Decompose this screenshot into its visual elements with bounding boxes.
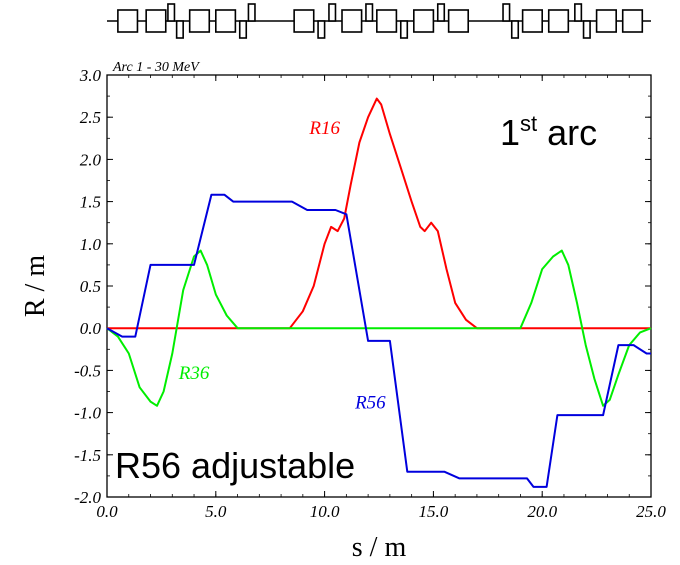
chart-subtitle: Arc 1 - 30 MeV — [112, 60, 200, 75]
lattice-quad-2 — [167, 3, 176, 22]
x-tick-label: 5.0 — [205, 502, 227, 521]
first-arc-superscript: st — [520, 111, 537, 136]
y-tick-label: 3.0 — [79, 66, 102, 85]
x-tick-label: 15.0 — [419, 502, 449, 521]
lattice-dipole-17 — [447, 9, 470, 33]
lattice-quad-22 — [574, 3, 583, 22]
first-arc-annotation: 1st arc — [500, 111, 597, 153]
lattice-dipole-0 — [117, 9, 139, 33]
lattice-dipole-24 — [595, 9, 617, 33]
y-tick-label: -1.0 — [74, 404, 101, 423]
lattice-dipole-1 — [145, 9, 167, 33]
lattice-diagram — [107, 3, 651, 39]
lattice-quad-9 — [317, 20, 326, 39]
y-tick-label: 2.0 — [80, 150, 102, 169]
first-arc-word: arc — [537, 112, 597, 153]
y-tick-label: -1.5 — [74, 446, 101, 465]
lattice-quad-3 — [175, 20, 184, 39]
lattice-dipole-5 — [215, 9, 237, 33]
r56-adjustable-annotation: R56 adjustable — [115, 445, 355, 486]
series-label-r16: R16 — [308, 118, 340, 139]
y-tick-label: 1.0 — [80, 235, 102, 254]
x-tick-label: 10.0 — [310, 502, 340, 521]
y-axis-title: R / m — [20, 255, 51, 317]
series-line-r56 — [106, 193, 651, 488]
y-tick-label: 0.0 — [80, 319, 102, 338]
lattice-quad-10 — [328, 3, 337, 22]
lattice-quad-7 — [247, 3, 256, 22]
first-arc-number: 1 — [500, 112, 520, 153]
lattice-quad-23 — [582, 20, 591, 39]
lattice-quad-14 — [399, 20, 409, 39]
series-label-r56: R56 — [354, 392, 386, 413]
lattice-quad-6 — [238, 20, 248, 39]
y-tick-label: -2.0 — [74, 488, 101, 507]
lattice-dipole-15 — [413, 9, 435, 33]
lattice-dipole-8 — [293, 9, 315, 33]
y-tick-label: 2.5 — [80, 108, 101, 127]
x-tick-label: 0.0 — [96, 502, 118, 521]
lattice-quad-16 — [436, 3, 446, 22]
x-tick-label: 25.0 — [636, 502, 666, 521]
series-line-r36 — [106, 249, 652, 407]
lattice-quad-12 — [365, 3, 374, 22]
x-axis-title: s / m — [352, 532, 407, 563]
lattice-dipole-20 — [521, 9, 544, 33]
series-line-r16 — [107, 97, 651, 330]
lattice-dipole-11 — [341, 9, 363, 33]
lattice-dipole-21 — [547, 9, 570, 33]
lattice-dipole-4 — [188, 9, 211, 33]
x-tick-label: 20.0 — [527, 502, 557, 521]
lattice-quad-18 — [502, 3, 511, 22]
lattice-dipole-13 — [376, 9, 398, 33]
y-tick-label: -0.5 — [74, 361, 101, 380]
y-tick-label: 0.5 — [80, 277, 101, 296]
lattice-quad-19 — [510, 20, 520, 39]
lattice-dipole-25 — [621, 9, 644, 33]
series-label-r36: R36 — [178, 363, 210, 384]
y-tick-label: 1.5 — [80, 193, 101, 212]
